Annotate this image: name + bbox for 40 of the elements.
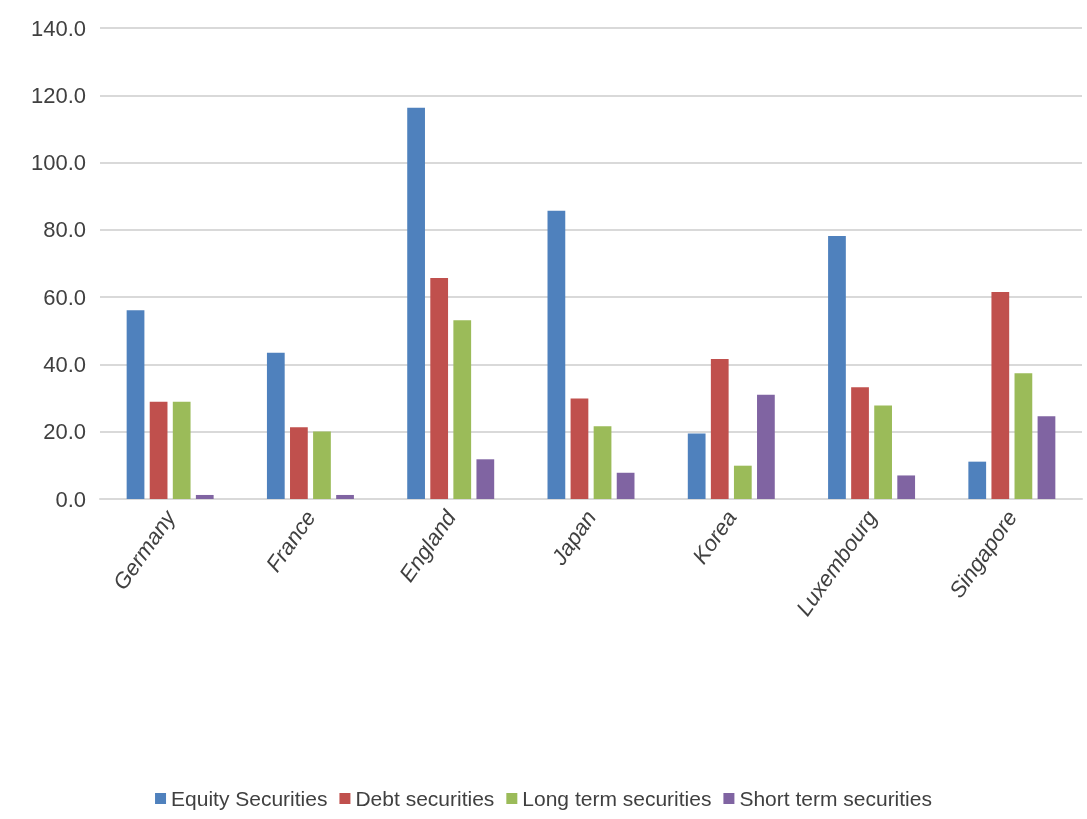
bar [430,277,449,499]
bar [1014,373,1033,499]
y-tick-label: 80.0 [43,217,86,243]
bar [710,359,729,499]
y-tick-label: 100.0 [30,150,86,176]
y-tick-label: 140.0 [30,15,86,41]
bar [616,472,635,499]
bar [757,394,775,499]
bar [874,405,892,499]
bar [547,210,566,499]
bar [968,461,987,499]
y-tick-label: 60.0 [43,284,86,310]
bar [453,320,472,499]
bar [897,475,916,499]
bar [195,494,214,499]
bar [593,426,612,499]
bar [266,352,285,499]
bar [290,427,308,499]
bar [991,292,1010,499]
bar [407,107,425,499]
bar [313,431,331,499]
legend-label: Long term securities [522,787,712,810]
bar [476,459,495,499]
bar [570,398,589,499]
legend-label: Equity Securities [171,787,328,810]
bar [1037,416,1056,499]
bar [828,235,846,499]
y-tick-label: 20.0 [43,419,86,445]
y-tick-label: 120.0 [30,82,86,108]
bar [149,401,168,499]
y-tick-label: 0.0 [55,486,86,512]
bar [733,465,752,499]
legend-label: Short term securities [739,787,932,810]
legend-label: Debt securities [355,787,495,810]
bar [851,387,869,499]
bar [126,310,145,499]
bar [687,433,706,499]
bar [336,494,354,499]
bar [172,401,191,499]
y-tick-label: 40.0 [43,351,86,377]
